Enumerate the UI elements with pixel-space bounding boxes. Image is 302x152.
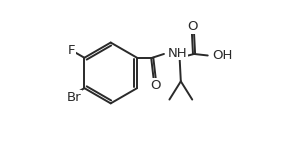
Text: NH: NH — [167, 47, 187, 60]
Text: O: O — [150, 79, 161, 92]
Text: Br: Br — [66, 91, 81, 104]
Text: O: O — [188, 20, 198, 33]
Text: F: F — [68, 44, 76, 57]
Text: OH: OH — [212, 49, 232, 62]
